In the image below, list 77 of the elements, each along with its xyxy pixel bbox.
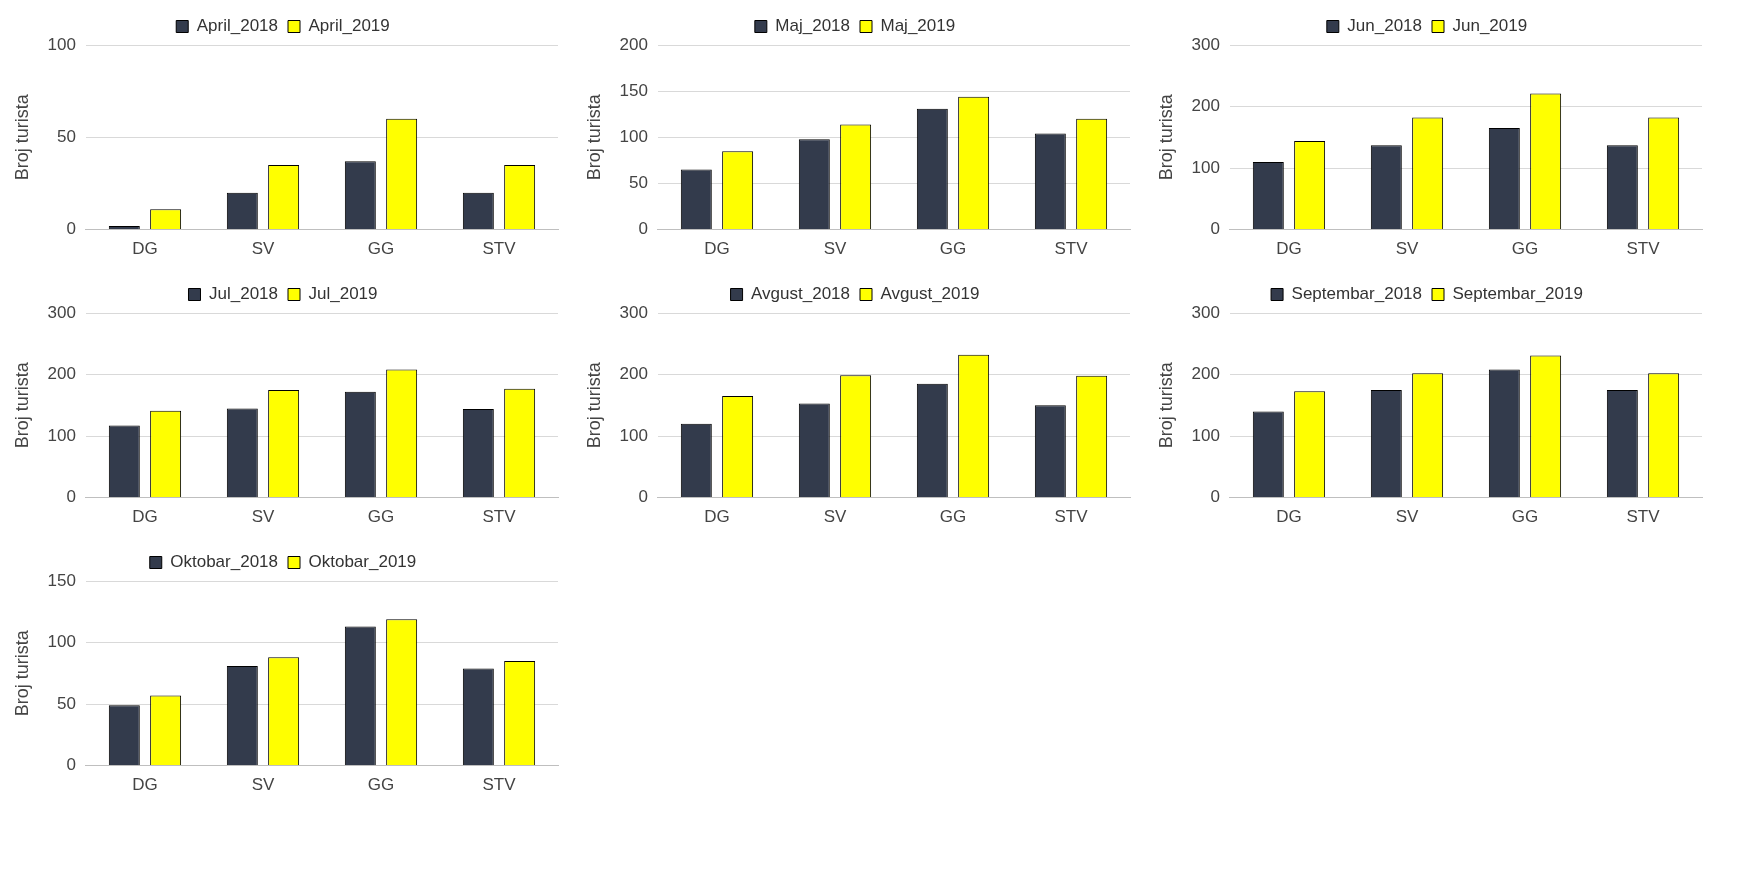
legend-label: Septembar_2018 bbox=[1291, 284, 1423, 304]
legend-label: Jul_2018 bbox=[209, 284, 279, 304]
y-tick-label: 300 bbox=[1191, 302, 1220, 322]
y-tick-label: 50 bbox=[57, 693, 76, 713]
y-tick-label: 150 bbox=[47, 570, 76, 590]
x-tick-label: SV bbox=[251, 507, 275, 527]
y-axis-title: Broj turista bbox=[583, 93, 604, 181]
y-tick-label: 0 bbox=[638, 219, 648, 239]
x-tick-label: DG bbox=[132, 239, 158, 259]
y-axis-title: Broj turista bbox=[1155, 93, 1176, 181]
y-tick-label: 300 bbox=[47, 302, 76, 322]
y-axis-title: Broj turista bbox=[583, 361, 604, 449]
y-axis-title: Broj turista bbox=[11, 93, 32, 181]
x-tick-label: DG bbox=[704, 507, 730, 527]
legend-label: Avgust_2019 bbox=[880, 284, 980, 304]
y-tick-label: 300 bbox=[619, 302, 648, 322]
y-tick-label: 100 bbox=[1191, 157, 1220, 177]
x-tick-label: GG bbox=[939, 239, 967, 259]
y-tick-label: 100 bbox=[619, 425, 648, 445]
legend-label: Oktobar_2018 bbox=[170, 552, 279, 572]
x-tick-label: GG bbox=[1511, 239, 1539, 259]
x-tick-label: SV bbox=[251, 775, 275, 795]
y-tick-label: 100 bbox=[47, 34, 76, 54]
legend-label: Septembar_2019 bbox=[1452, 284, 1583, 304]
x-tick-label: STV bbox=[482, 775, 517, 795]
legend-label: Jun_2019 bbox=[1452, 16, 1528, 36]
y-tick-label: 0 bbox=[66, 219, 76, 239]
y-tick-label: 100 bbox=[619, 126, 648, 146]
y-tick-label: 200 bbox=[47, 364, 76, 384]
x-tick-label: STV bbox=[482, 239, 517, 259]
y-tick-label: 100 bbox=[47, 425, 76, 445]
y-tick-label: 200 bbox=[1191, 364, 1220, 384]
x-tick-label: SV bbox=[251, 239, 275, 259]
y-tick-label: 200 bbox=[619, 34, 648, 54]
y-axis-title: Broj turista bbox=[11, 361, 32, 449]
x-tick-label: STV bbox=[1054, 239, 1089, 259]
x-tick-label: STV bbox=[1626, 239, 1661, 259]
y-tick-label: 100 bbox=[1191, 425, 1220, 445]
y-tick-label: 50 bbox=[57, 126, 76, 146]
x-tick-label: DG bbox=[704, 239, 730, 259]
y-tick-label: 0 bbox=[1210, 487, 1220, 507]
x-tick-label: STV bbox=[482, 507, 517, 527]
x-tick-label: STV bbox=[1054, 507, 1089, 527]
x-tick-label: STV bbox=[1626, 507, 1661, 527]
x-tick-label: SV bbox=[1395, 239, 1419, 259]
y-tick-label: 300 bbox=[1191, 34, 1220, 54]
legend-label: Jun_2018 bbox=[1347, 16, 1423, 36]
x-tick-label: DG bbox=[1276, 507, 1302, 527]
x-tick-label: GG bbox=[939, 507, 967, 527]
x-tick-label: SV bbox=[1395, 507, 1419, 527]
y-tick-label: 0 bbox=[66, 487, 76, 507]
legend-label: Jul_2019 bbox=[308, 284, 378, 304]
x-tick-label: SV bbox=[823, 507, 847, 527]
y-tick-label: 50 bbox=[629, 173, 648, 193]
y-tick-label: 200 bbox=[1191, 96, 1220, 116]
y-tick-label: 0 bbox=[66, 755, 76, 775]
y-tick-label: 0 bbox=[638, 487, 648, 507]
y-axis-title: Broj turista bbox=[11, 629, 32, 717]
y-tick-label: 0 bbox=[1210, 219, 1220, 239]
x-tick-label: GG bbox=[1511, 507, 1539, 527]
x-tick-label: DG bbox=[1276, 239, 1302, 259]
x-tick-label: SV bbox=[823, 239, 847, 259]
y-tick-label: 200 bbox=[619, 364, 648, 384]
legend-label: April_2018 bbox=[196, 16, 278, 36]
legend-label: April_2019 bbox=[308, 16, 390, 36]
y-axis-title: Broj turista bbox=[1155, 361, 1176, 449]
x-tick-label: GG bbox=[367, 239, 395, 259]
x-tick-label: GG bbox=[367, 507, 395, 527]
legend-label: Avgust_2018 bbox=[751, 284, 850, 304]
legend-label: Maj_2019 bbox=[880, 16, 956, 36]
legend-label: Maj_2018 bbox=[775, 16, 851, 36]
x-tick-label: GG bbox=[367, 775, 395, 795]
x-tick-label: DG bbox=[132, 507, 158, 527]
x-tick-label: DG bbox=[132, 775, 158, 795]
legend-label: Oktobar_2019 bbox=[308, 552, 417, 572]
y-tick-label: 100 bbox=[47, 632, 76, 652]
y-tick-label: 150 bbox=[619, 80, 648, 100]
